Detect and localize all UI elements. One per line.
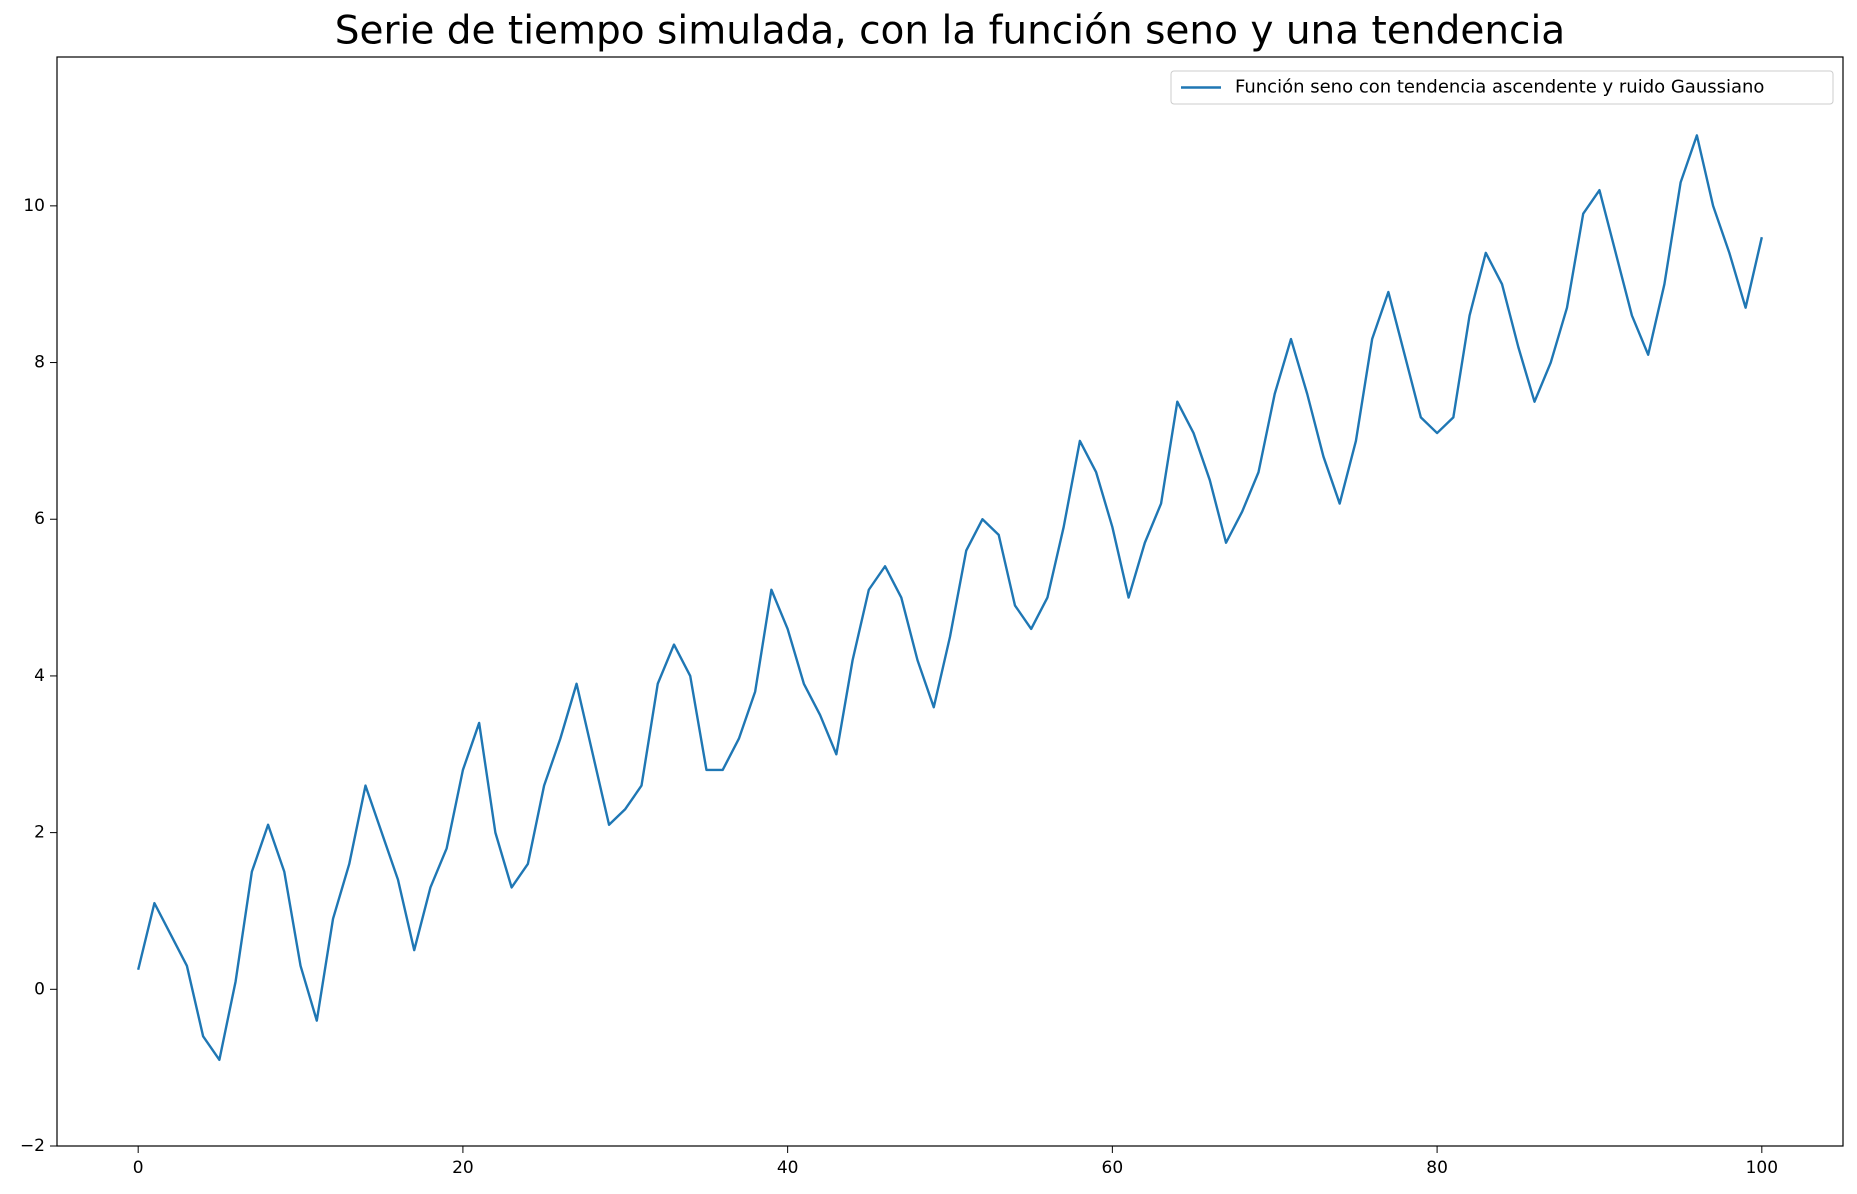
y-tick-label: 0 [34,979,45,999]
y-tick-label: 4 [34,666,45,686]
x-tick-label: 100 [1746,1158,1778,1178]
y-tick-label: 6 [34,509,45,529]
x-tick-label: 0 [133,1158,144,1178]
x-tick-label: 80 [1426,1158,1448,1178]
legend-box [1170,70,1834,105]
x-tick-label: 60 [1102,1158,1124,1178]
y-tick-label: 2 [34,823,45,843]
chart-title: Serie de tiempo simulada, con la función… [335,9,1565,54]
legend-label: Función seno con tendencia ascendente y … [1235,77,1764,98]
x-tick-label: 40 [777,1158,799,1178]
line-series [137,134,1763,1062]
plot-frame [56,56,1844,1147]
y-tick-label: 8 [34,353,45,373]
x-tick-label: 20 [452,1158,474,1178]
y-tick-label: 10 [23,196,45,216]
y-tick-label: −2 [20,1136,45,1156]
